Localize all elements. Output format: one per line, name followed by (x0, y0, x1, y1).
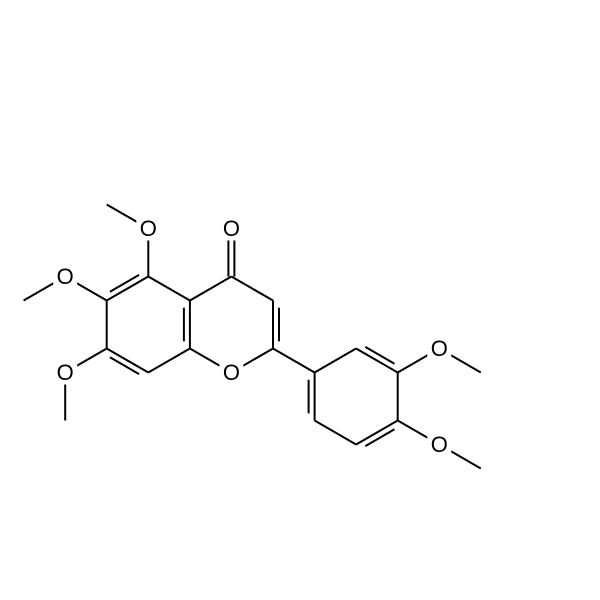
atom-label: O (431, 336, 448, 361)
atom-label: O (223, 216, 240, 241)
atom-label: O (57, 264, 74, 289)
atom-label: O (57, 360, 74, 385)
atom-label: O (223, 360, 240, 385)
molecule-diagram: O O O O O O O (0, 0, 600, 600)
atom-label: O (431, 432, 448, 457)
atom-label: O (140, 216, 157, 241)
